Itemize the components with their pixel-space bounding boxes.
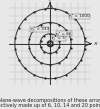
Point bbox=[18, 27, 20, 29]
Point bbox=[49, 46, 51, 47]
Point bbox=[58, 46, 60, 48]
Point bbox=[52, 44, 53, 46]
Point bbox=[66, 56, 67, 58]
Point bbox=[55, 35, 57, 37]
Point bbox=[74, 18, 76, 20]
Point bbox=[58, 40, 60, 41]
Point bbox=[33, 11, 35, 13]
Text: η² = 66: η² = 66 bbox=[56, 32, 72, 36]
Point bbox=[14, 48, 16, 50]
Text: x: x bbox=[93, 41, 97, 46]
Point bbox=[24, 68, 26, 69]
Point bbox=[33, 30, 34, 31]
Point bbox=[24, 18, 26, 20]
Point bbox=[55, 51, 57, 52]
Point bbox=[65, 11, 67, 13]
Point bbox=[55, 8, 56, 10]
Point bbox=[49, 22, 51, 23]
Text: η² = 1000: η² = 1000 bbox=[69, 14, 90, 18]
Text: y: y bbox=[48, 0, 52, 1]
Text: The plane-wave decompositions of these arrays are
respectively made up of 6, 10,: The plane-wave decompositions of these a… bbox=[0, 98, 100, 108]
Point bbox=[49, 64, 51, 66]
Point bbox=[49, 53, 51, 54]
Point bbox=[40, 24, 42, 26]
Point bbox=[70, 38, 71, 40]
Point bbox=[58, 62, 60, 63]
Point bbox=[47, 41, 48, 43]
Point bbox=[74, 68, 76, 69]
Point bbox=[65, 74, 67, 76]
Point bbox=[43, 35, 45, 37]
Point bbox=[70, 47, 71, 49]
Point bbox=[33, 74, 35, 76]
Point bbox=[55, 77, 56, 79]
Point bbox=[33, 56, 34, 58]
Point bbox=[80, 27, 82, 29]
Text: η² = 5: η² = 5 bbox=[52, 36, 65, 40]
Point bbox=[44, 8, 45, 10]
Point bbox=[40, 46, 42, 48]
Point bbox=[29, 38, 30, 40]
Point bbox=[84, 48, 86, 50]
Point bbox=[47, 44, 48, 46]
Point bbox=[49, 40, 51, 42]
Point bbox=[18, 59, 20, 60]
Text: η² = 333: η² = 333 bbox=[31, 27, 49, 31]
Point bbox=[14, 37, 16, 39]
Point bbox=[29, 47, 30, 49]
Point bbox=[66, 30, 67, 31]
Point bbox=[52, 41, 53, 43]
Point bbox=[80, 59, 82, 60]
Point bbox=[43, 51, 45, 52]
Point bbox=[40, 62, 42, 63]
Point bbox=[40, 40, 42, 41]
Point bbox=[58, 24, 60, 26]
Point bbox=[49, 33, 51, 35]
Point bbox=[44, 77, 45, 79]
Point bbox=[84, 37, 86, 39]
